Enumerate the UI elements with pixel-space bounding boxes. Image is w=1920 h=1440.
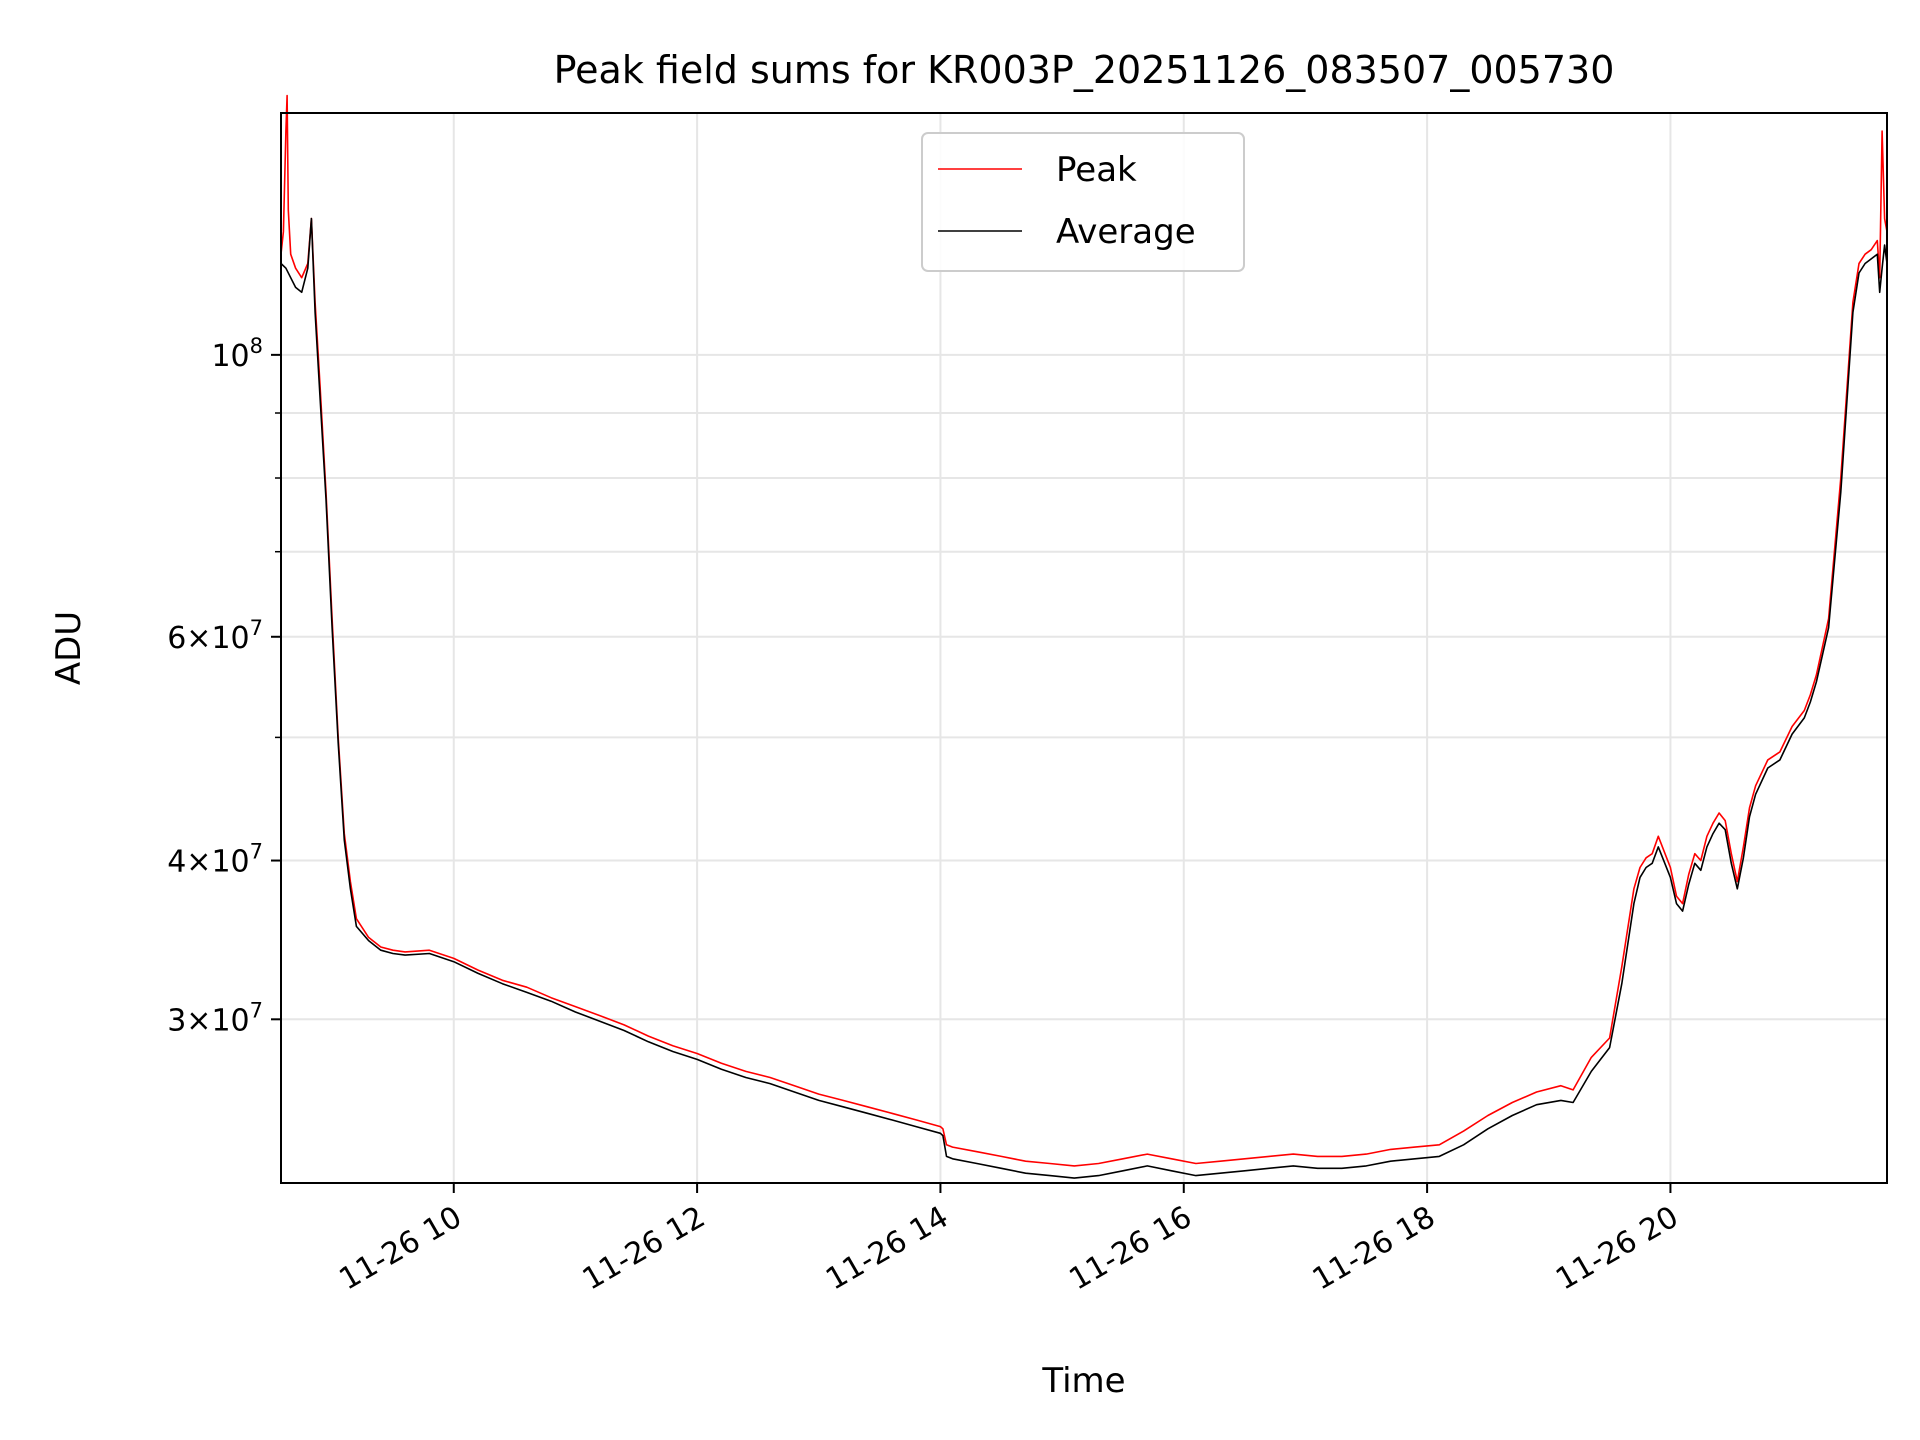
legend-label-peak: Peak: [1056, 150, 1137, 190]
series-line-average: [280, 217, 1888, 1179]
gridlines: [281, 113, 1887, 1183]
y-tick-label: 3×107: [167, 998, 263, 1038]
series-layer: [280, 94, 1888, 1179]
plot-frame: [280, 112, 1888, 1184]
y-tick-label: 6×107: [167, 616, 263, 656]
y-tick-label: 108: [211, 334, 263, 374]
legend: Peak Average: [921, 132, 1245, 272]
legend-label-average: Average: [1056, 212, 1196, 252]
x-axis-label: Time: [1041, 1361, 1125, 1401]
y-tick-label: 4×107: [167, 840, 263, 880]
chart-title: Peak field sums for KR003P_20251126_0835…: [554, 48, 1615, 92]
y-axis-ticks: 108 6×107 4×107 3×107: [167, 334, 281, 1038]
series-line-peak: [280, 94, 1888, 1167]
y-axis-label: ADU: [49, 611, 89, 685]
legend-box: [921, 132, 1245, 272]
